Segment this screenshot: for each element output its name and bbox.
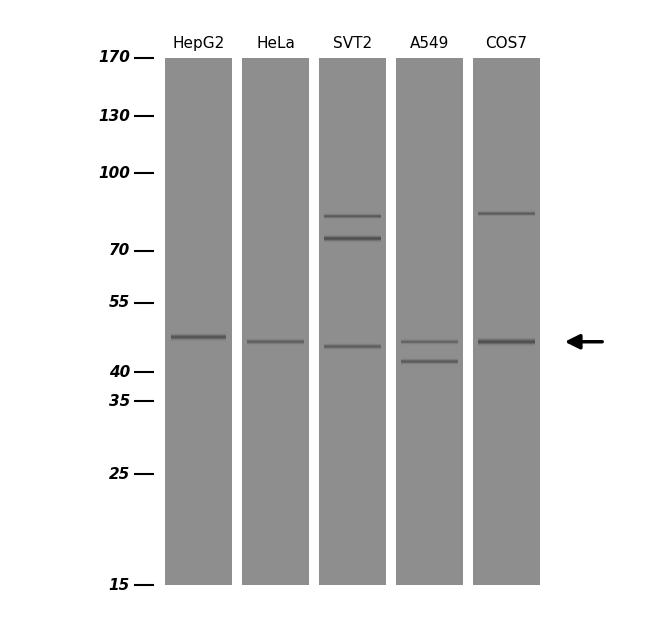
Text: 130: 130 <box>98 109 130 124</box>
Bar <box>318 58 386 585</box>
Text: A549: A549 <box>410 36 449 51</box>
Text: 25: 25 <box>109 466 130 482</box>
Text: HeLa: HeLa <box>256 36 295 51</box>
Bar <box>473 58 540 585</box>
Text: HepG2: HepG2 <box>172 36 225 51</box>
Text: 170: 170 <box>98 50 130 65</box>
Text: 55: 55 <box>109 296 130 310</box>
Text: 40: 40 <box>109 365 130 379</box>
Bar <box>164 58 233 585</box>
Text: SVT2: SVT2 <box>333 36 372 51</box>
Text: 35: 35 <box>109 394 130 409</box>
Text: 70: 70 <box>109 243 130 258</box>
Bar <box>396 58 463 585</box>
Bar <box>242 58 309 585</box>
Text: 15: 15 <box>109 578 130 592</box>
Text: COS7: COS7 <box>486 36 528 51</box>
Text: 100: 100 <box>98 166 130 181</box>
